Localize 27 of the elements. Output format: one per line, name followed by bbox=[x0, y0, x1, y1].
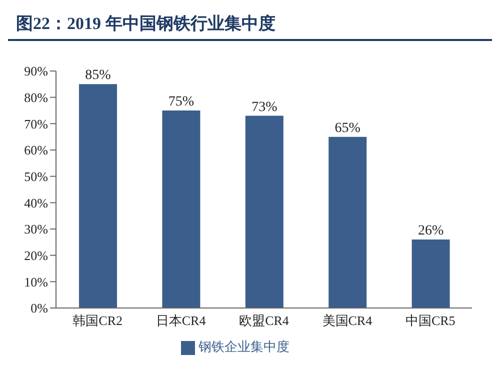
bar bbox=[245, 116, 284, 308]
y-tick-label: 80% bbox=[24, 90, 48, 105]
legend-label: 钢铁企业集中度 bbox=[198, 339, 290, 354]
y-tick-label: 60% bbox=[24, 142, 48, 158]
bar bbox=[79, 84, 117, 308]
data-label: 26% bbox=[418, 224, 444, 239]
y-tick-label: 0% bbox=[30, 300, 48, 316]
y-tick-label: 30% bbox=[24, 222, 48, 237]
y-tick-label: 90% bbox=[24, 64, 48, 79]
x-tick-label: 韩国CR2 bbox=[72, 313, 123, 328]
data-label: 75% bbox=[168, 94, 194, 110]
bar bbox=[328, 136, 367, 308]
bar bbox=[162, 110, 200, 308]
x-tick-label: 美国CR4 bbox=[322, 313, 373, 328]
data-label: 85% bbox=[85, 68, 112, 84]
y-tick-label: 20% bbox=[24, 248, 48, 263]
x-tick-label: 中国CR5 bbox=[405, 313, 456, 328]
y-tick-label: 10% bbox=[24, 274, 48, 290]
x-tick-label: 欧盟CR4 bbox=[239, 313, 290, 328]
x-tick-label: 日本CR4 bbox=[156, 313, 206, 328]
y-tick-label: 40% bbox=[24, 195, 48, 210]
chart-title: 图22：2019 年中国钢铁行业集中度 bbox=[8, 8, 492, 41]
data-label: 73% bbox=[252, 100, 278, 115]
y-tick-label: 50% bbox=[24, 168, 48, 184]
bar bbox=[412, 240, 450, 308]
y-tick-label: 70% bbox=[24, 116, 48, 132]
data-label: 65% bbox=[334, 120, 361, 136]
